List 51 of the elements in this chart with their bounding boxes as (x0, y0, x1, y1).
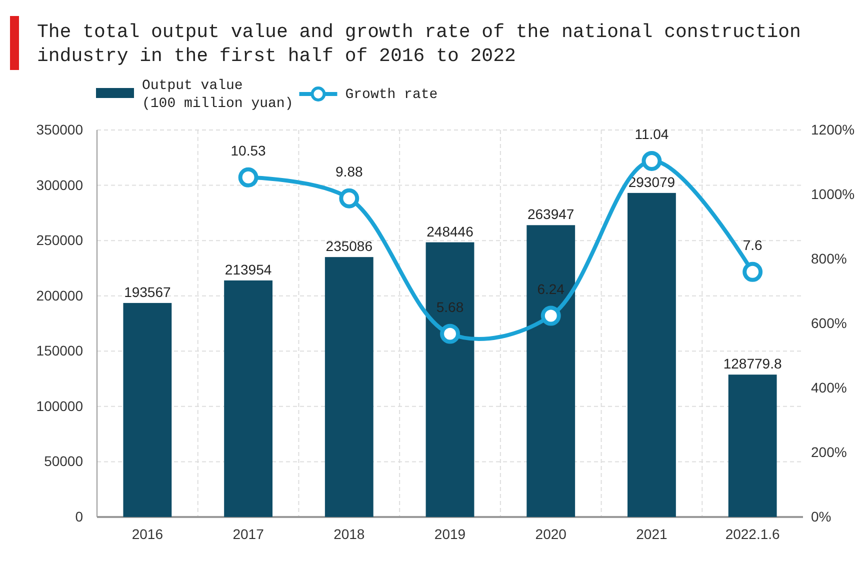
y2-tick-label: 800% (811, 250, 847, 266)
x-tick-label: 2019 (434, 526, 466, 542)
y-tick-label: 100000 (36, 398, 84, 414)
y-tick-label: 0 (75, 508, 84, 524)
bar (526, 225, 576, 517)
bar (628, 192, 676, 517)
data-label: 213954 (224, 261, 272, 278)
data-label: 128779.8 (723, 356, 782, 372)
y2-tick-label: 1200% (811, 121, 855, 138)
data-label: 248446 (426, 223, 474, 240)
x-tick-label: 2022.1.6 (725, 526, 780, 542)
y2-tick-label: 200% (811, 444, 847, 460)
x-tick-label: 2017 (232, 526, 264, 542)
y-tick-label: 150000 (36, 342, 84, 359)
point (540, 306, 561, 326)
legend-label: Growth rate (345, 87, 438, 103)
data-label: 9.88 (336, 163, 363, 180)
data-label: 263947 (528, 206, 574, 222)
bar (123, 302, 172, 517)
point (642, 150, 662, 171)
bar (324, 257, 374, 517)
x-tick-label: 2016 (132, 526, 164, 542)
data-label: 11.04 (634, 126, 669, 142)
chart-title: The total output value and growth rate of the national construction industry in the first half of 2016 to 2022 (37, 21, 801, 67)
y-tick-label: 300000 (36, 176, 84, 193)
y-tick-label: 350000 (36, 121, 84, 138)
x-tick-label: 2021 (636, 526, 668, 542)
point (440, 324, 460, 344)
point (238, 167, 258, 188)
data-label: 5.68 (436, 298, 464, 315)
data-label: 10.53 (230, 142, 266, 158)
data-label: 293079 (628, 174, 676, 190)
y-tick-label: 50000 (44, 453, 84, 470)
data-label: 193567 (124, 284, 171, 300)
data-label: 235086 (326, 238, 373, 254)
point (339, 188, 360, 208)
point (742, 262, 763, 282)
y2-tick-label: 600% (811, 314, 847, 331)
bar (224, 280, 272, 517)
x-tick-label: 2020 (535, 526, 567, 542)
y-tick-label: 200000 (36, 287, 84, 304)
y2-tick-label: 400% (811, 379, 847, 396)
bar (728, 374, 777, 517)
y2-tick-label: 0% (811, 508, 832, 524)
legend-label: Output value (100 million yuan) (142, 78, 294, 112)
data-label: 7.6 (742, 236, 763, 253)
x-tick-label: 2018 (334, 526, 365, 542)
bar (426, 242, 474, 517)
y-tick-label: 250000 (36, 232, 84, 248)
data-label: 6.24 (537, 280, 565, 297)
y2-tick-label: 1000% (811, 186, 855, 202)
